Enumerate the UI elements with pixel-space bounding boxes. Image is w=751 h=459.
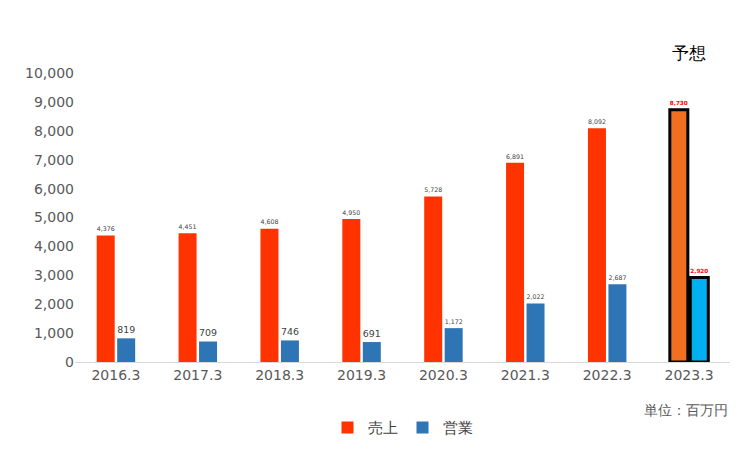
svg-text:5,728: 5,728	[424, 186, 442, 193]
svg-text:2023.3: 2023.3	[665, 367, 714, 383]
svg-text:6,000: 6,000	[34, 181, 74, 197]
svg-text:746: 746	[281, 326, 299, 337]
svg-text:8,000: 8,000	[34, 123, 74, 139]
svg-text:819: 819	[117, 324, 135, 335]
svg-text:0: 0	[65, 354, 74, 370]
svg-text:売上: 売上	[368, 419, 398, 437]
svg-text:4,608: 4,608	[260, 218, 278, 225]
svg-text:2,000: 2,000	[34, 296, 74, 312]
svg-text:予想: 予想	[672, 43, 706, 63]
svg-text:1,172: 1,172	[445, 318, 463, 325]
svg-text:2,022: 2,022	[527, 293, 545, 300]
svg-text:4,376: 4,376	[97, 225, 115, 232]
svg-text:4,451: 4,451	[179, 223, 197, 230]
svg-text:4,950: 4,950	[342, 209, 360, 216]
svg-text:1,000: 1,000	[34, 325, 74, 341]
svg-text:2019.3: 2019.3	[337, 367, 386, 383]
svg-text:2,920: 2,920	[690, 268, 708, 274]
svg-text:7,000: 7,000	[34, 152, 74, 168]
svg-text:3,000: 3,000	[34, 267, 74, 283]
svg-text:2020.3: 2020.3	[419, 367, 468, 383]
svg-text:8,092: 8,092	[588, 118, 606, 125]
svg-text:2016.3: 2016.3	[91, 367, 140, 383]
svg-text:2021.3: 2021.3	[501, 367, 550, 383]
svg-text:10,000: 10,000	[25, 65, 74, 81]
svg-text:2022.3: 2022.3	[583, 367, 632, 383]
svg-text:691: 691	[363, 328, 381, 339]
svg-text:9,000: 9,000	[34, 94, 74, 110]
svg-text:6,891: 6,891	[506, 153, 524, 160]
svg-text:709: 709	[199, 327, 217, 338]
svg-text:営業: 営業	[443, 419, 473, 437]
svg-text:2017.3: 2017.3	[173, 367, 222, 383]
svg-text:4,000: 4,000	[34, 238, 74, 254]
svg-text:2,687: 2,687	[608, 274, 626, 281]
svg-text:8,730: 8,730	[670, 100, 688, 106]
svg-text:2018.3: 2018.3	[255, 367, 304, 383]
svg-text:5,000: 5,000	[34, 209, 74, 225]
svg-text:単位：百万円: 単位：百万円	[644, 402, 728, 418]
